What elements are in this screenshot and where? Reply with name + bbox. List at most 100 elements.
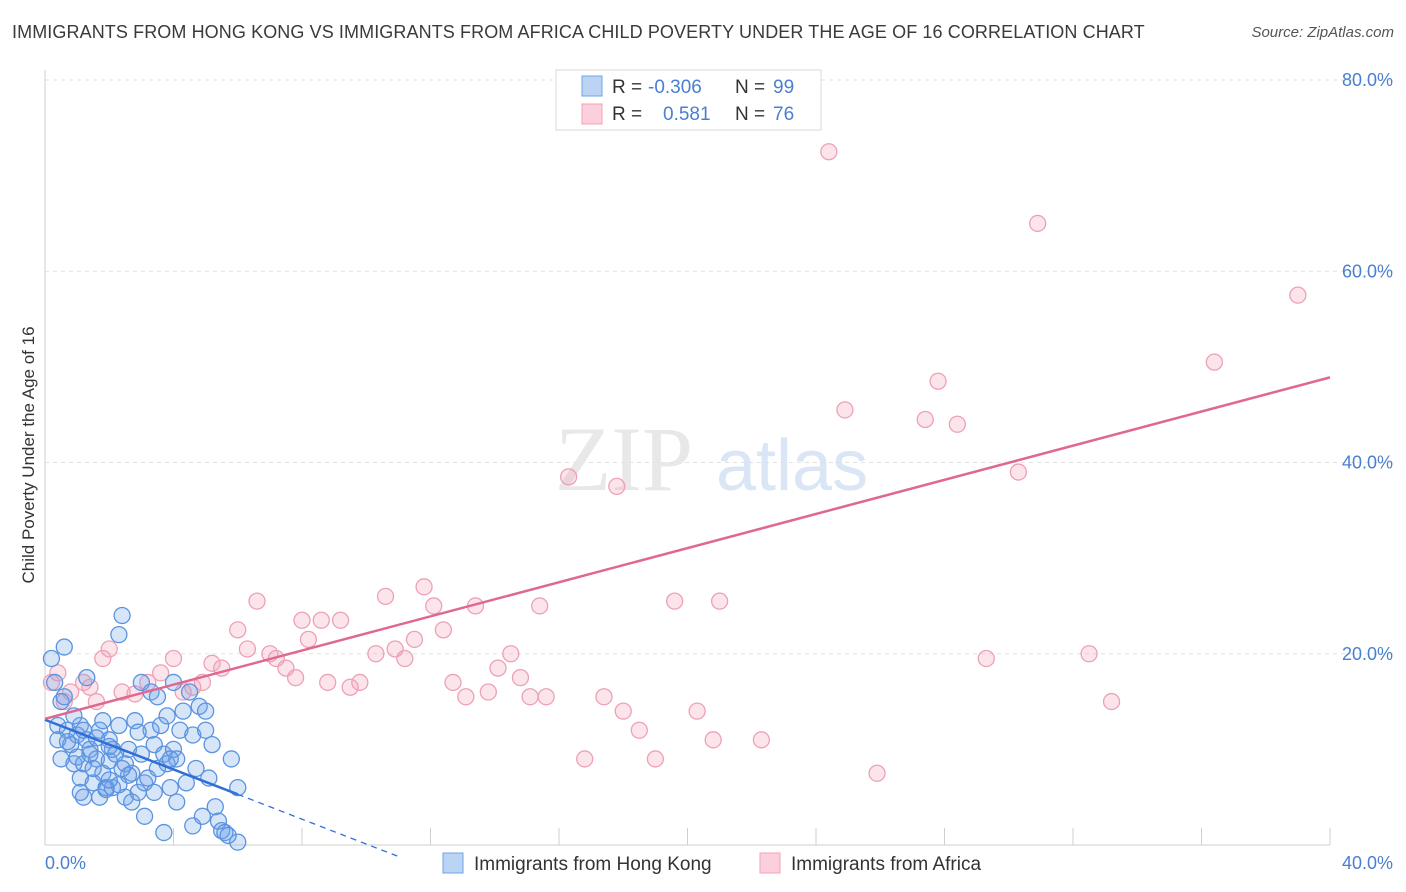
africa-point: [396, 649, 414, 668]
africa-point: [94, 649, 112, 668]
africa-point: [81, 678, 99, 696]
hongkong-point: [58, 733, 77, 751]
legend-r-value-africa: 0.581: [663, 104, 711, 125]
legend-n-value-hongkong: 99: [773, 77, 794, 98]
hongkong-point: [196, 721, 215, 739]
africa-point: [376, 587, 395, 606]
y-tick-label: 60.0%: [1342, 261, 1393, 281]
x-tick-label-max: 40.0%: [1342, 853, 1393, 873]
watermark-atlas: atlas: [716, 426, 868, 506]
hongkong-point: [113, 759, 131, 778]
africa-point: [1102, 692, 1121, 711]
hongkong-trend-line: [44, 718, 239, 796]
africa-point: [595, 688, 613, 706]
x-tick-label-min: 0.0%: [45, 853, 86, 873]
bottom-legend-hongkong: Immigrants from Hong Kong: [474, 854, 712, 875]
legend-swatch-africa: [581, 103, 603, 125]
legend-r-label-hongkong: R =: [612, 77, 642, 98]
hongkong-point: [219, 826, 237, 845]
hongkong-point: [164, 740, 183, 759]
hongkong-point: [129, 723, 147, 741]
hongkong-point: [71, 769, 89, 787]
africa-point: [49, 664, 67, 682]
africa-point: [820, 143, 838, 161]
hongkong-point: [168, 750, 186, 768]
africa-point: [164, 649, 183, 668]
hongkong-point: [168, 793, 186, 811]
africa-point: [752, 731, 771, 749]
hongkong-point: [222, 750, 240, 768]
africa-point: [489, 659, 507, 677]
africa-point: [614, 702, 632, 720]
hongkong-point: [68, 748, 86, 766]
hongkong-point: [123, 793, 141, 811]
legend-r-label-africa: R =: [612, 104, 642, 125]
africa-point: [1080, 645, 1098, 663]
hongkong-point: [113, 606, 131, 625]
watermark-zip: ZIP: [555, 408, 693, 510]
hongkong-point: [55, 688, 73, 706]
stats-legend: R = -0.306 N = 99 R = 0.581 N = 76: [555, 69, 822, 131]
hongkong-point: [174, 702, 192, 720]
africa-point: [916, 410, 934, 429]
africa-point: [425, 597, 443, 615]
hongkong-point: [94, 712, 112, 730]
hongkong-point: [158, 707, 176, 725]
hongkong-point: [171, 721, 189, 739]
hongkong-point: [97, 780, 115, 799]
africa-point: [229, 621, 247, 639]
y-tick-label: 40.0%: [1342, 453, 1393, 473]
africa-point: [511, 669, 530, 687]
africa-point: [559, 468, 578, 486]
africa-point: [502, 645, 520, 663]
africa-point: [521, 688, 539, 706]
africa-point: [151, 664, 170, 682]
hongkong-point: [110, 716, 128, 735]
trend-lines: [44, 376, 1331, 858]
source-credit: Source: ZipAtlas.com: [1251, 24, 1394, 41]
africa-point: [248, 592, 266, 610]
hongkong-point: [216, 823, 234, 842]
africa-point: [537, 688, 555, 706]
africa-point: [331, 611, 350, 629]
hongkong-point: [78, 669, 96, 687]
hongkong-point: [180, 683, 199, 701]
africa-point: [1289, 286, 1307, 304]
africa-point: [367, 645, 385, 663]
hongkong-point: [193, 807, 212, 825]
africa-point: [299, 630, 318, 649]
africa-point: [608, 477, 626, 496]
hongkong-point: [110, 776, 128, 794]
africa-point: [293, 611, 311, 629]
hongkong-point: [74, 755, 93, 773]
hongkong-point: [71, 783, 89, 802]
africa-point: [868, 764, 886, 782]
africa-point: [1009, 463, 1028, 481]
hongkong-point: [161, 750, 179, 768]
hongkong-point: [81, 745, 99, 763]
hongkong-point: [196, 702, 215, 720]
africa-point: [457, 688, 475, 706]
africa-point: [341, 678, 359, 696]
africa-point: [948, 415, 966, 433]
hongkong-point: [145, 783, 163, 802]
hongkong-point: [84, 759, 102, 778]
hongkong-point: [42, 649, 61, 668]
chart-title: IMMIGRANTS FROM HONG KONG VS IMMIGRANTS …: [12, 22, 1145, 42]
africa-point: [531, 597, 549, 615]
hongkong-trend-extension: [237, 793, 399, 858]
africa-trend-line: [44, 376, 1331, 720]
legend-n-label-hongkong: N =: [735, 77, 765, 98]
legend-r-value-hongkong: -0.306: [648, 77, 702, 98]
hongkong-point: [45, 673, 64, 692]
africa-point: [1029, 214, 1047, 233]
africa-point: [1205, 353, 1223, 371]
africa-point: [351, 673, 369, 692]
africa-point: [688, 702, 706, 720]
africa-point: [238, 640, 257, 658]
hongkong-point: [206, 798, 224, 816]
bottom-legend-africa: Immigrants from Africa: [791, 854, 981, 875]
hongkong-point: [184, 726, 202, 744]
bottom-swatch-africa: [759, 852, 781, 874]
